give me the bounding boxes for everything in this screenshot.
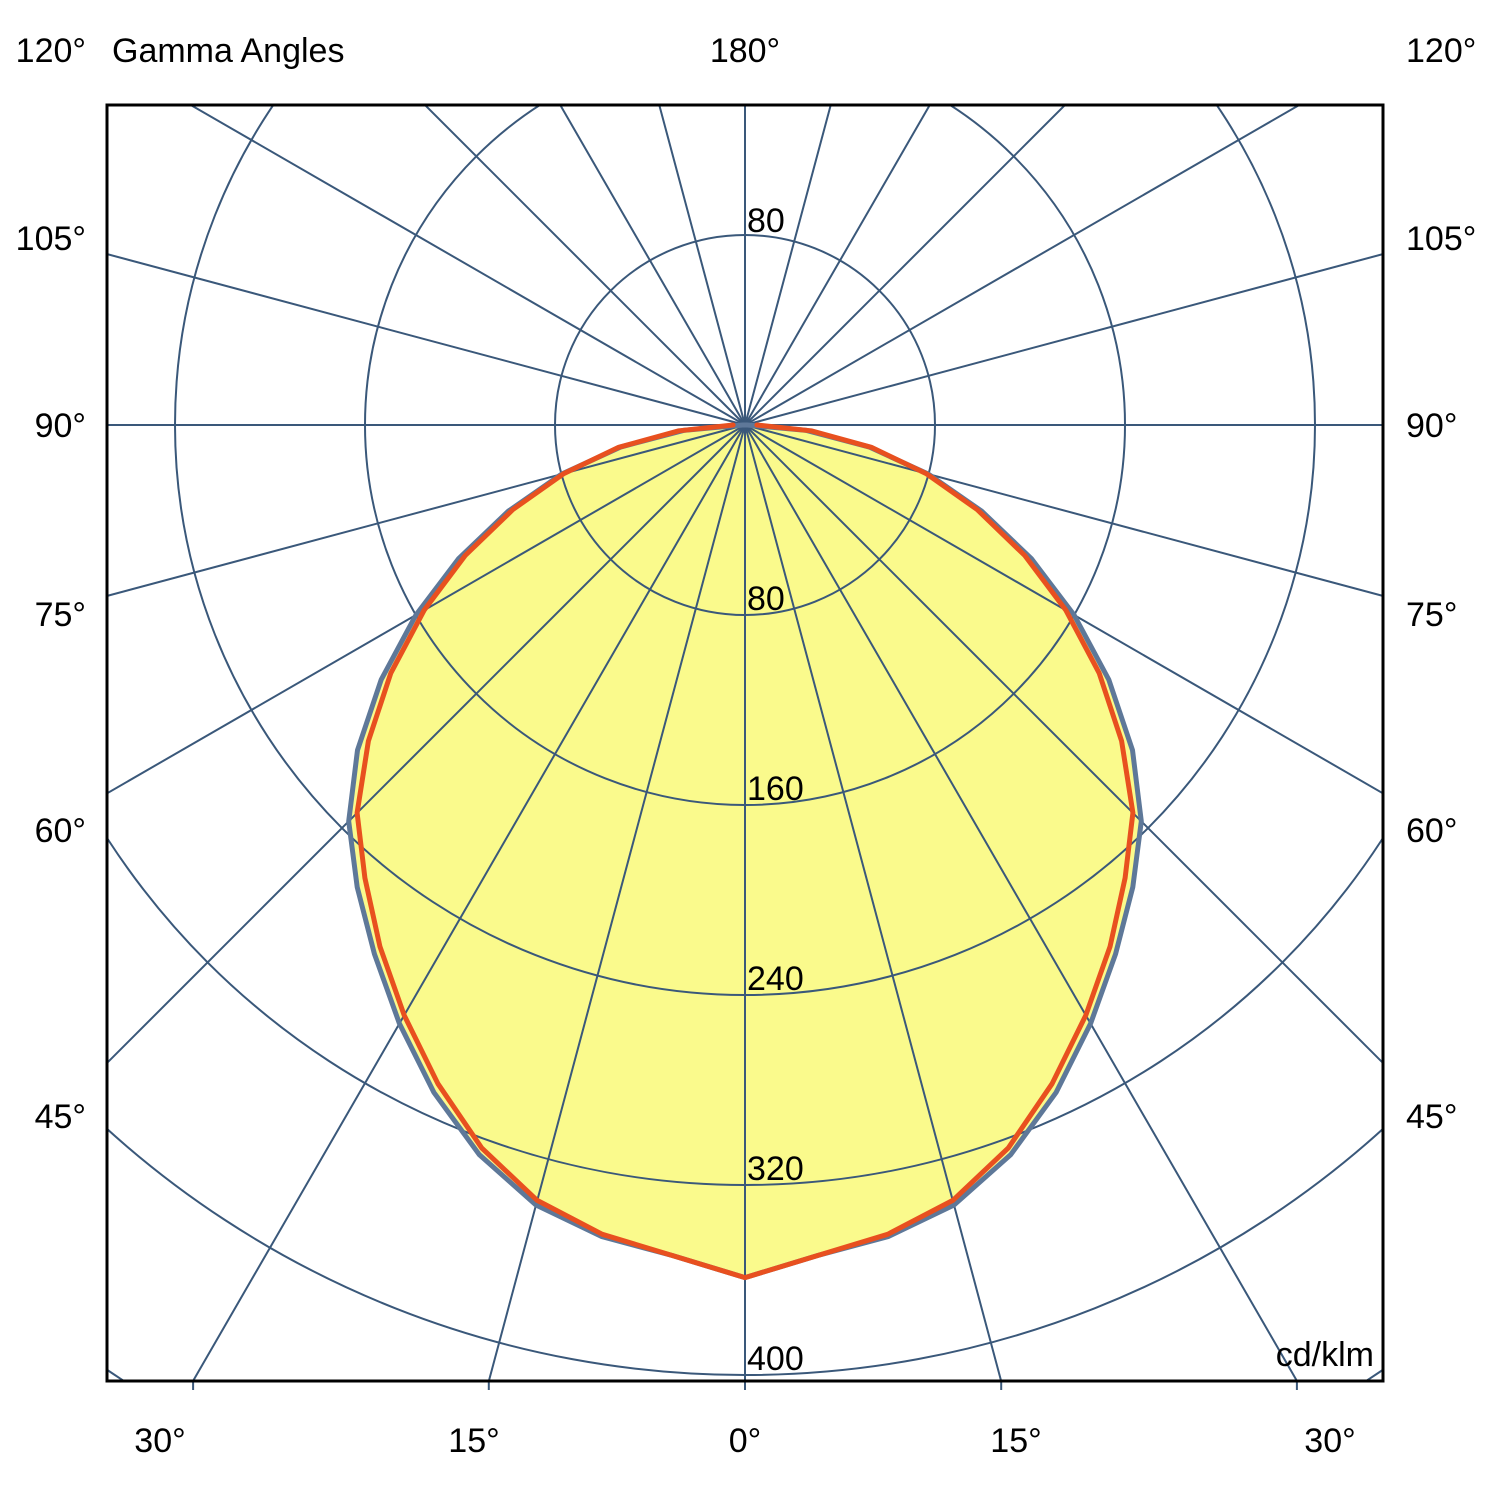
- gamma-ray: [744, 424, 1383, 597]
- gamma-ray: [107, 424, 746, 1065]
- gamma-label-bottom: 30°: [134, 1422, 185, 1460]
- gamma-ray: [487, 424, 746, 1381]
- gamma-ray: [744, 424, 1383, 1065]
- unit-label: cd/klm: [1276, 1336, 1374, 1374]
- gamma-ray: [191, 424, 746, 1381]
- ring-label: 160: [747, 770, 804, 808]
- gamma-label-right: 45°: [1406, 1098, 1457, 1136]
- gamma-ray: [744, 105, 1302, 426]
- gamma-ray: [188, 105, 746, 426]
- gamma-label-bottom: 15°: [448, 1422, 499, 1460]
- chart-title: Gamma Angles: [112, 32, 344, 70]
- gamma-label-bottom: 30°: [1304, 1422, 1355, 1460]
- gamma-label-right: 120°: [1406, 32, 1476, 70]
- gamma-ray: [744, 105, 1067, 426]
- gamma-label-left: 45°: [35, 1098, 86, 1136]
- gamma-ray: [107, 253, 746, 426]
- gamma-label-left: 75°: [35, 596, 86, 634]
- gamma-label-right: 60°: [1406, 812, 1457, 850]
- gamma-ray: [744, 105, 832, 426]
- gamma-label-right: 75°: [1406, 596, 1457, 634]
- gamma-ray: [423, 105, 746, 426]
- gamma-label-bottom: 15°: [990, 1422, 1041, 1460]
- ring-label: 240: [747, 960, 804, 998]
- gamma-ray: [107, 424, 746, 795]
- gamma-label-left: 120°: [16, 32, 86, 70]
- gamma-ray: [658, 105, 746, 426]
- plot-border: [105, 103, 1385, 1383]
- ring-label-upper: 80: [747, 202, 785, 240]
- ring-label: 400: [747, 1340, 804, 1378]
- gamma-label-left: 90°: [35, 407, 86, 445]
- curve-c90-c270: [354, 422, 1136, 1281]
- gamma-label-right: 90°: [1406, 407, 1457, 445]
- gamma-label-right: 105°: [1406, 220, 1476, 258]
- gamma-ray: [107, 424, 746, 597]
- gamma-ray: [744, 424, 1003, 1381]
- gamma-label-top: 180°: [710, 32, 780, 70]
- ring-label: 80: [747, 580, 785, 618]
- gamma-label-left: 60°: [35, 812, 86, 850]
- gamma-ray: [559, 105, 746, 426]
- gamma-ray: [744, 253, 1383, 426]
- gamma-ray: [744, 105, 931, 426]
- gamma-ray: [744, 424, 1299, 1381]
- gamma-ray: [744, 424, 1383, 795]
- gamma-label-bottom: 0°: [729, 1422, 762, 1460]
- gamma-label-left: 105°: [16, 220, 86, 258]
- ring-label: 320: [747, 1150, 804, 1188]
